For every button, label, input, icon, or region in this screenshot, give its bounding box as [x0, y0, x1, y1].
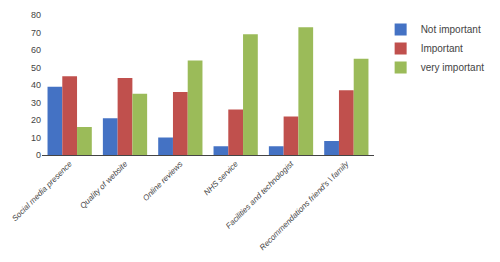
svg-text:30: 30: [31, 98, 41, 108]
svg-text:Online reviews: Online reviews: [141, 159, 184, 202]
svg-text:Not important: Not important: [421, 24, 481, 35]
svg-text:50: 50: [31, 63, 41, 73]
svg-text:40: 40: [31, 80, 41, 90]
svg-text:Important: Important: [421, 43, 463, 54]
svg-text:Recommendations friend's \ fam: Recommendations friend's \ family: [258, 159, 351, 252]
svg-text:Facilities and technologist: Facilities and technologist: [224, 159, 296, 231]
svg-text:0: 0: [36, 150, 41, 160]
svg-text:very important: very important: [421, 62, 485, 73]
svg-text:Quality of website: Quality of website: [78, 159, 129, 210]
svg-text:10: 10: [31, 133, 41, 143]
svg-text:80: 80: [31, 10, 41, 20]
svg-text:60: 60: [31, 45, 41, 55]
svg-text:Social media presence: Social media presence: [10, 159, 74, 223]
svg-text:NHS service: NHS service: [202, 159, 240, 197]
svg-text:20: 20: [31, 115, 41, 125]
svg-text:70: 70: [31, 28, 41, 38]
